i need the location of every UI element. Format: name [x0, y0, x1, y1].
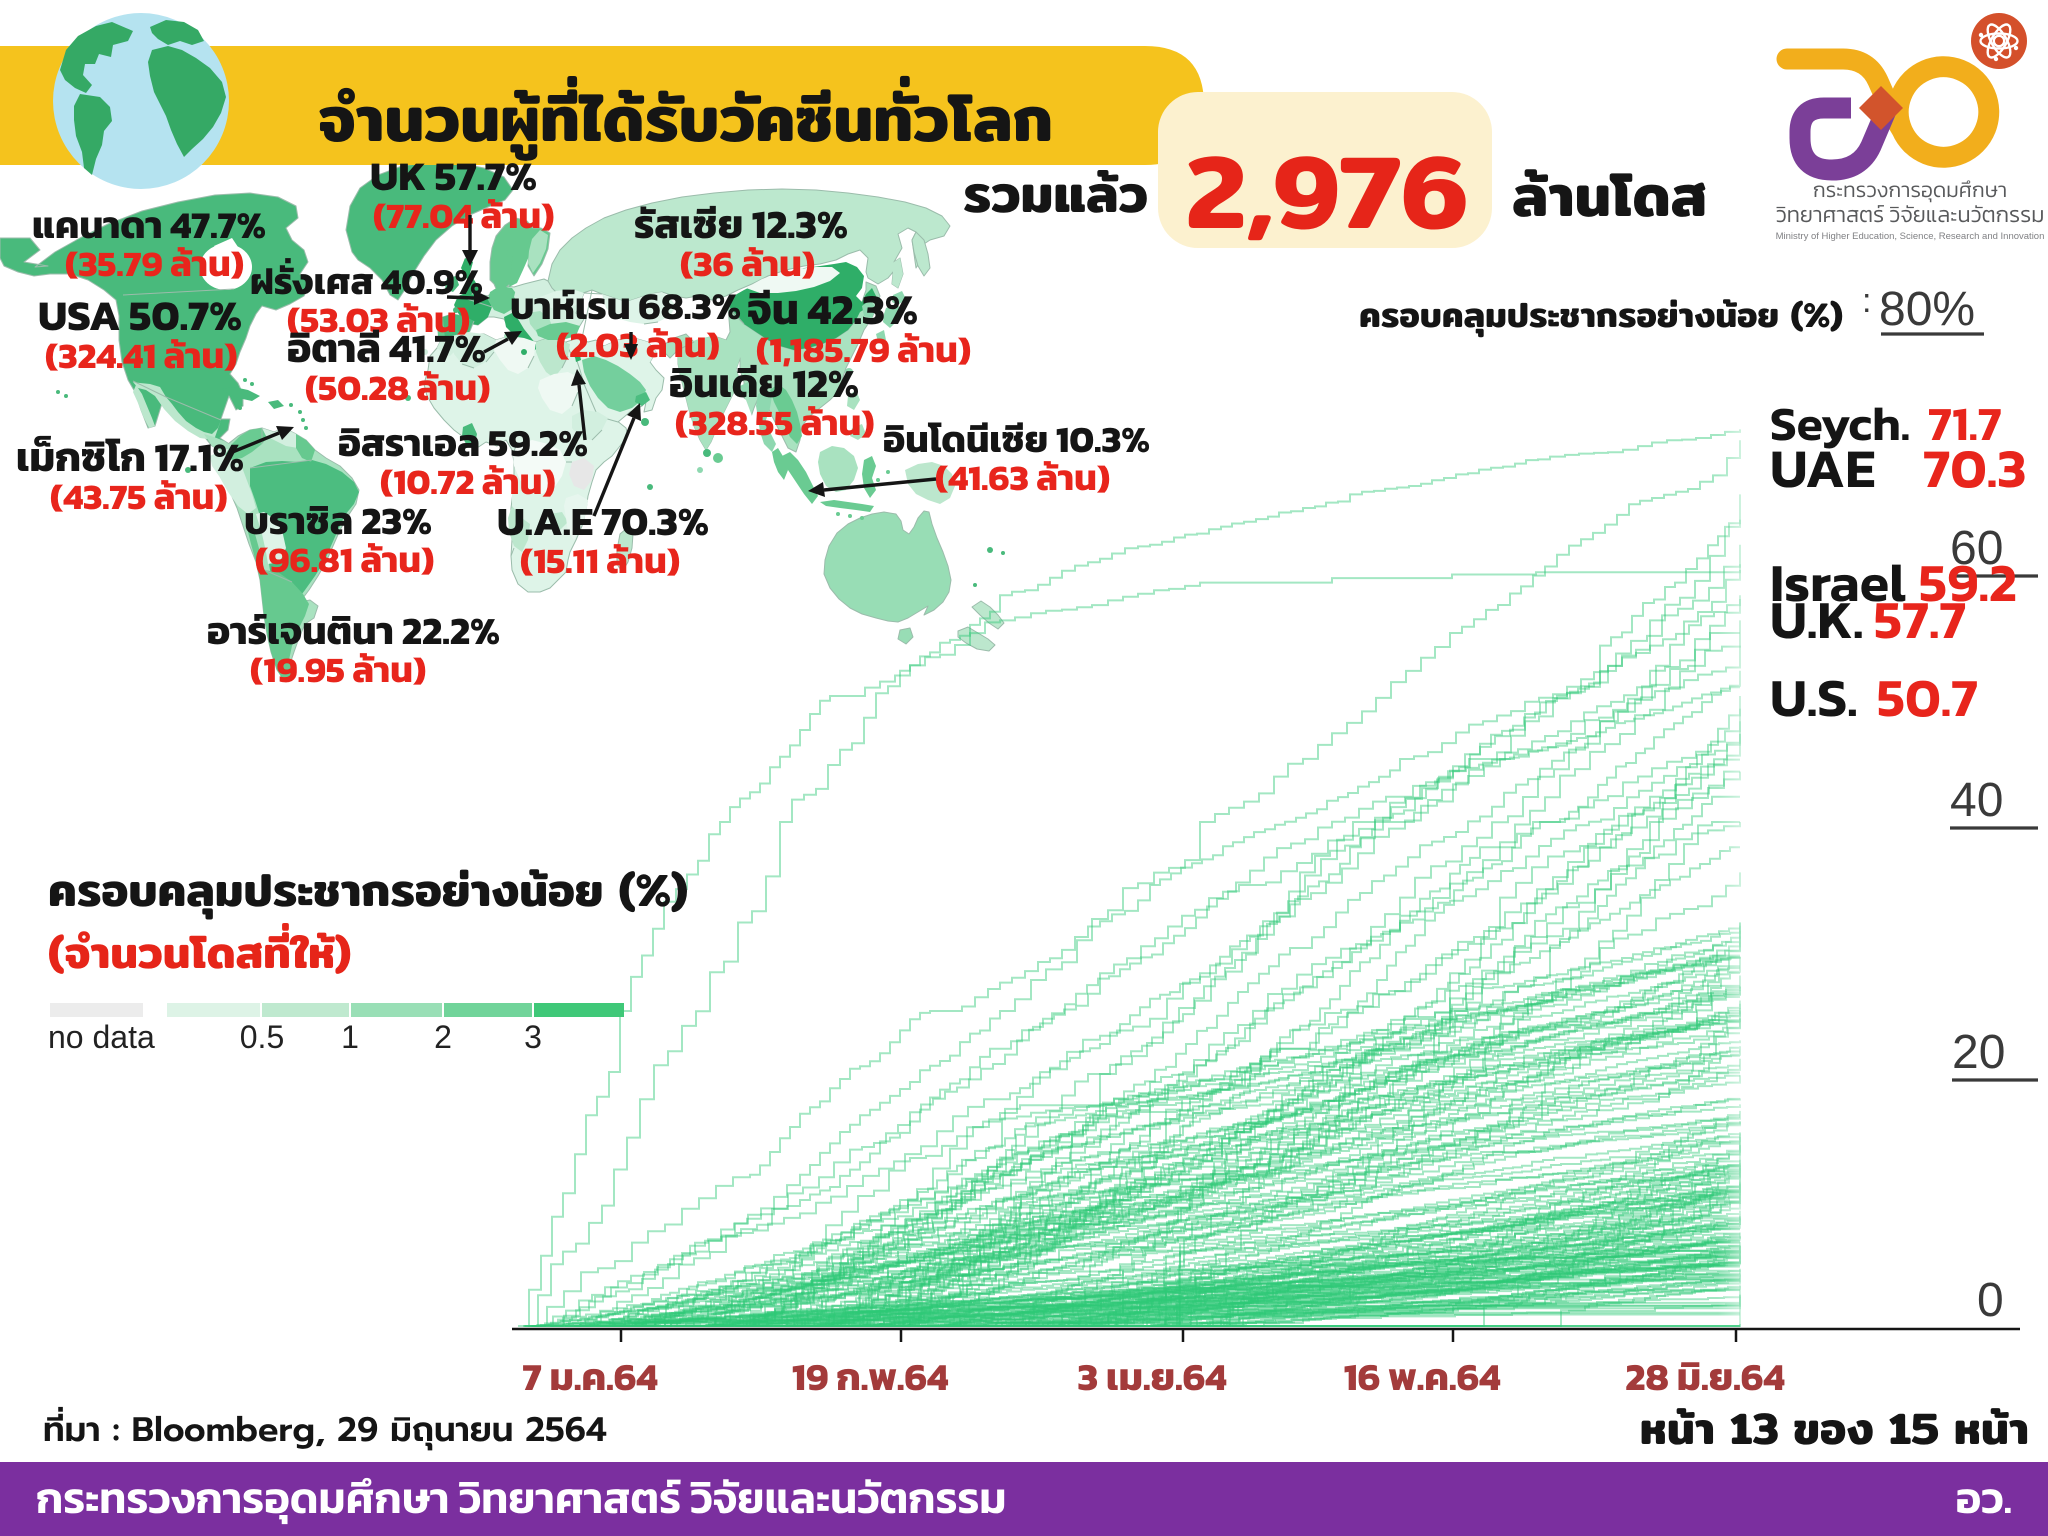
svg-text:Ministry of Higher Education,: Ministry of Higher Education, Science, R…	[1776, 231, 2045, 242]
svg-text:0: 0	[1977, 1274, 2004, 1327]
svg-text:no data: no data	[48, 1019, 155, 1055]
svg-text:40: 40	[1950, 774, 2003, 827]
svg-text:80%: 80%	[1879, 283, 1975, 336]
svg-text:3: 3	[524, 1019, 542, 1055]
svg-text::: :	[1862, 282, 1871, 320]
svg-text:2: 2	[434, 1019, 452, 1055]
svg-text:0.5: 0.5	[240, 1019, 284, 1055]
svg-text:1: 1	[341, 1019, 359, 1055]
svg-text:20: 20	[1952, 1026, 2005, 1079]
